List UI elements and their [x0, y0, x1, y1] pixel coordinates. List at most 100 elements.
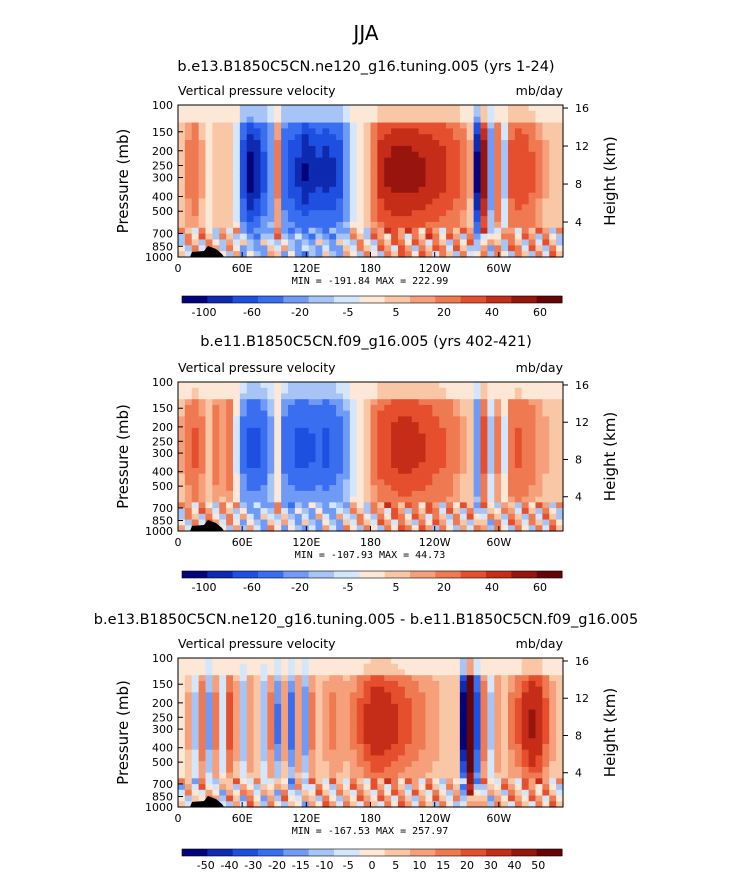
- heatmap-cell: [336, 462, 344, 469]
- heatmap-cell: [453, 496, 461, 503]
- heatmap-cell: [184, 416, 193, 423]
- heatmap-cell: [432, 382, 440, 389]
- heatmap-cell: [480, 239, 488, 246]
- heatmap-cell: [377, 766, 385, 774]
- heatmap-cell: [253, 519, 262, 526]
- y-right-tick-label: 16: [575, 102, 589, 115]
- heatmap-cell: [473, 181, 482, 188]
- heatmap-cell: [301, 450, 310, 458]
- heatmap-cell: [494, 410, 502, 417]
- heatmap-cell: [205, 698, 213, 705]
- heatmap-cell: [356, 239, 365, 246]
- colorbar-swatch: [435, 849, 462, 856]
- heatmap-cell: [260, 709, 268, 716]
- heatmap-cell: [370, 251, 378, 258]
- heatmap-cell: [425, 445, 433, 452]
- heatmap-cell: [459, 210, 468, 217]
- heatmap-cell: [343, 525, 351, 532]
- heatmap-cell: [363, 416, 372, 423]
- heatmap-cell: [473, 502, 482, 509]
- heatmap-cell: [301, 513, 310, 521]
- colorbar-swatch: [460, 571, 487, 578]
- heatmap-cell: [549, 508, 557, 515]
- heatmap-cell: [212, 726, 220, 734]
- heatmap-cell: [391, 445, 399, 452]
- heatmap-cell: [349, 116, 358, 124]
- heatmap-cell: [343, 692, 351, 699]
- heatmap-cell: [508, 772, 516, 779]
- heatmap-cell: [398, 157, 406, 165]
- heatmap-cell: [487, 233, 495, 241]
- heatmap-cell: [219, 686, 227, 693]
- heatmap-cell: [446, 761, 454, 768]
- heatmap-cell: [384, 508, 392, 515]
- heatmap-cell: [514, 496, 523, 503]
- heatmap-cell: [191, 439, 200, 446]
- heatmap-cell: [535, 513, 543, 521]
- heatmap-cell: [487, 698, 495, 705]
- heatmap-cell: [288, 726, 296, 734]
- heatmap-cell: [418, 692, 427, 699]
- heatmap-cell: [398, 467, 406, 475]
- heatmap-cell: [301, 169, 310, 176]
- heatmap-cell: [308, 703, 317, 711]
- heatmap-cell: [349, 410, 358, 417]
- heatmap-cell: [535, 134, 543, 141]
- heatmap-cell: [425, 245, 433, 252]
- heatmap-cell: [425, 110, 433, 118]
- heatmap-cell: [404, 387, 413, 395]
- heatmap-cell: [446, 157, 454, 165]
- heatmap-cell: [501, 715, 509, 722]
- heatmap-cell: [184, 404, 193, 412]
- heatmap-cell: [514, 151, 523, 159]
- heatmap-cell: [294, 245, 303, 252]
- heatmap-cell: [178, 715, 186, 722]
- heatmap-cell: [191, 128, 200, 135]
- heatmap-cell: [288, 439, 296, 446]
- heatmap-cell: [246, 410, 255, 417]
- heatmap-cell: [178, 496, 186, 503]
- heatmap-cell: [535, 789, 543, 797]
- heatmap-cell: [226, 128, 234, 135]
- heatmap-cell: [219, 151, 227, 159]
- heatmap-cell: [260, 116, 268, 124]
- heatmap-cell: [528, 784, 537, 791]
- heatmap-cell: [212, 198, 220, 205]
- heatmap-cell: [459, 508, 468, 515]
- heatmap-cell: [178, 169, 186, 176]
- heatmap-cell: [178, 686, 186, 693]
- heatmap-cell: [308, 485, 317, 492]
- heatmap-cell: [377, 204, 385, 211]
- heatmap-cell: [226, 192, 234, 200]
- heatmap-cell: [487, 387, 495, 395]
- heatmap-cell: [432, 675, 440, 682]
- heatmap-cell: [267, 134, 275, 141]
- heatmap-cell: [336, 732, 344, 739]
- x-tick-label: 120E: [292, 812, 320, 825]
- heatmap-cell: [198, 116, 207, 124]
- heatmap-cell: [178, 761, 186, 768]
- heatmap-cell: [494, 169, 502, 176]
- heatmap-cell: [356, 245, 365, 252]
- heatmap-cell: [253, 239, 262, 246]
- heatmap-cell: [363, 485, 372, 492]
- heatmap-cell: [184, 715, 193, 722]
- heatmap-cell: [549, 239, 557, 246]
- heatmap-cell: [246, 433, 255, 440]
- heatmap-cell: [466, 122, 475, 129]
- heatmap-cell: [274, 445, 282, 452]
- heatmap-cell: [233, 227, 241, 235]
- heatmap-cell: [260, 490, 268, 498]
- heatmap-cell: [274, 778, 282, 785]
- heatmap-cell: [508, 387, 516, 395]
- heatmap-cell: [432, 709, 440, 716]
- heatmap-cell: [411, 181, 420, 188]
- heatmap-cell: [418, 116, 427, 124]
- heatmap-cell: [535, 680, 543, 688]
- heatmap-cell: [542, 795, 550, 802]
- heatmap-cell: [336, 669, 344, 676]
- heatmap-cell: [329, 122, 337, 129]
- heatmap-cell: [418, 508, 427, 515]
- heatmap-cell: [253, 404, 262, 412]
- heatmap-cell: [260, 445, 268, 452]
